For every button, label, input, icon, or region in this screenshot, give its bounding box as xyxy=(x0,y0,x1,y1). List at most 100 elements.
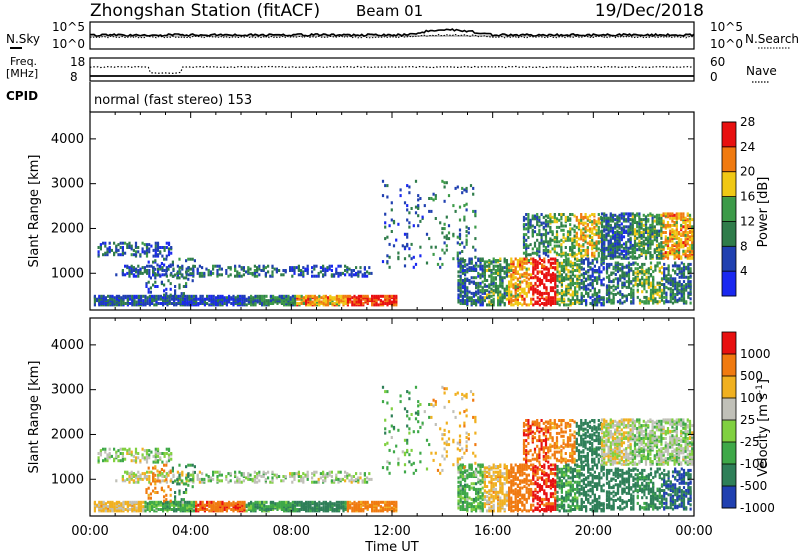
power-cell xyxy=(124,241,127,245)
power-cell xyxy=(522,215,526,219)
power-cell xyxy=(395,294,398,298)
power-cell xyxy=(135,300,138,304)
power-cell xyxy=(126,243,129,247)
power-cell xyxy=(660,291,664,295)
power-cell xyxy=(598,266,601,270)
power-cell xyxy=(538,215,541,219)
power-cell xyxy=(475,281,478,285)
power-cell xyxy=(605,222,608,226)
power-cell xyxy=(527,303,530,307)
power-cell xyxy=(267,270,270,274)
power-cell xyxy=(243,300,246,304)
power-cell xyxy=(186,300,189,304)
power-cell xyxy=(313,267,316,271)
power-cell xyxy=(381,260,385,264)
power-cell xyxy=(542,248,545,252)
power-cell xyxy=(185,285,188,288)
power-cell xyxy=(549,286,552,290)
power-cell xyxy=(459,269,462,272)
power-cell xyxy=(338,294,341,298)
power-cell xyxy=(653,225,656,229)
power-cell xyxy=(456,257,459,261)
power-cell xyxy=(443,227,446,231)
power-cell xyxy=(273,267,276,271)
power-cell xyxy=(419,245,422,249)
velocity-cell xyxy=(219,500,222,504)
power-cell xyxy=(542,233,545,237)
power-cell xyxy=(625,294,628,298)
power-cell xyxy=(649,256,652,260)
power-cell xyxy=(452,232,455,236)
power-cell xyxy=(412,255,415,259)
power-cell xyxy=(223,296,226,300)
power-cell xyxy=(614,268,617,272)
power-cell xyxy=(503,266,506,270)
power-cell xyxy=(133,302,136,305)
power-cell xyxy=(565,267,568,271)
power-cell xyxy=(545,302,548,305)
power-cell xyxy=(508,300,511,304)
power-cell xyxy=(609,223,612,227)
power-cell xyxy=(327,300,330,304)
power-cell xyxy=(608,277,611,281)
power-cell xyxy=(253,269,256,272)
power-cell xyxy=(458,218,462,222)
velocity-cell xyxy=(124,479,127,483)
power-cell xyxy=(472,209,475,213)
power-cell xyxy=(578,284,581,288)
power-cell xyxy=(167,241,171,245)
power-cell xyxy=(636,262,639,266)
power-cell xyxy=(523,287,526,291)
power-cell xyxy=(525,257,528,261)
power-cell xyxy=(130,247,133,251)
power-cell xyxy=(317,274,320,278)
power-cell xyxy=(682,212,685,216)
power-cell xyxy=(166,294,169,298)
velocity-cell xyxy=(179,503,182,507)
power-cell xyxy=(417,214,420,218)
power-cell xyxy=(638,231,641,234)
power-cell xyxy=(558,280,561,284)
power-cell xyxy=(525,213,528,216)
power-cell xyxy=(591,247,594,251)
power-cell xyxy=(554,266,557,270)
velocity-cell xyxy=(153,500,156,504)
power-cell xyxy=(454,186,457,190)
power-cell xyxy=(305,299,308,303)
power-cell xyxy=(680,241,683,245)
velocity-cell xyxy=(141,447,144,451)
velocity-cell xyxy=(144,505,147,509)
velocity-cell xyxy=(280,506,283,510)
power-cell xyxy=(669,300,672,304)
y-tick-label: 4000 xyxy=(51,132,84,147)
power-cell xyxy=(567,257,570,261)
power-cell xyxy=(503,276,506,280)
power-cell xyxy=(671,239,674,243)
power-cell xyxy=(187,266,190,270)
power-cell xyxy=(154,280,157,284)
power-cell xyxy=(390,300,393,304)
power-cell xyxy=(534,300,537,304)
power-cell xyxy=(497,303,500,307)
power-cell xyxy=(458,237,462,241)
power-cell xyxy=(567,277,570,281)
power-cell xyxy=(527,284,530,288)
power-cell xyxy=(271,270,274,274)
power-cell xyxy=(564,254,567,258)
velocity-cell xyxy=(247,506,250,510)
power-cell xyxy=(179,297,182,301)
velocity-cell xyxy=(175,508,178,511)
power-cell xyxy=(210,300,213,304)
power-cell xyxy=(631,254,634,257)
power-cell xyxy=(630,267,633,271)
power-cell xyxy=(684,252,687,256)
power-cell xyxy=(605,246,608,250)
power-cell xyxy=(616,265,620,269)
velocity-cell xyxy=(368,503,371,507)
power-cell xyxy=(562,253,565,257)
power-cell xyxy=(556,293,559,297)
power-cell xyxy=(337,264,340,268)
power-cell xyxy=(397,222,400,226)
power-cell xyxy=(503,294,506,298)
power-cell xyxy=(214,296,217,300)
